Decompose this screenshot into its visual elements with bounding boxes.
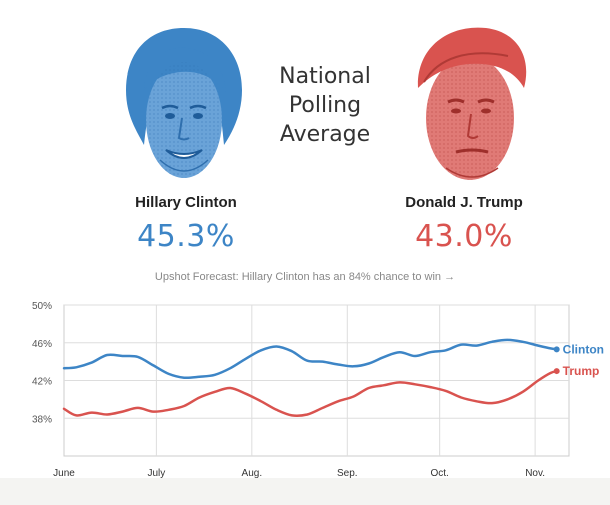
series-label-clinton: Clinton bbox=[563, 342, 604, 356]
title-line: Average bbox=[279, 122, 371, 147]
candidate-name: Donald J. Trump bbox=[405, 194, 523, 211]
x-tick-label: Sep. bbox=[337, 468, 358, 479]
y-tick-label: 42% bbox=[32, 377, 52, 388]
polling-line-chart: 50% 46% 42% 38% June July Aug. Sep. Oct. Nov. Cl… bbox=[32, 301, 604, 479]
x-tick-label: Nov. bbox=[525, 468, 545, 479]
trump-portrait-icon bbox=[417, 27, 527, 180]
x-tick-label: Oct. bbox=[430, 468, 448, 479]
y-tick-label: 46% bbox=[32, 339, 52, 350]
candidate-percent: 45.3% bbox=[137, 219, 235, 254]
candidate-trump: Donald J. Trump 43.0% bbox=[364, 194, 564, 254]
forecast-text[interactable]: Upshot Forecast: Hillary Clinton has an … bbox=[154, 271, 442, 283]
x-tick-label: July bbox=[147, 468, 165, 479]
series-line-clinton bbox=[62, 338, 558, 380]
footer-background bbox=[0, 478, 610, 505]
title-line: Polling bbox=[288, 93, 362, 118]
candidate-name: Hillary Clinton bbox=[135, 194, 237, 211]
series-label-trump: Trump bbox=[563, 364, 600, 378]
forecast-link[interactable]: Upshot Forecast: Hillary Clinton has an … bbox=[0, 271, 610, 283]
candidate-percent: 43.0% bbox=[415, 219, 513, 254]
end-point-clinton bbox=[553, 346, 560, 353]
chart-title: National Polling Average bbox=[262, 62, 388, 149]
x-tick-label: June bbox=[53, 468, 75, 479]
end-point-trump bbox=[553, 368, 560, 375]
title-line: National bbox=[279, 64, 371, 89]
series-line-trump bbox=[62, 369, 558, 418]
clinton-portrait-icon bbox=[126, 28, 242, 178]
y-tick-label: 50% bbox=[32, 301, 52, 312]
y-tick-label: 38% bbox=[32, 414, 52, 425]
candidate-clinton: Hillary Clinton 45.3% bbox=[86, 194, 286, 254]
x-tick-label: Aug. bbox=[242, 468, 263, 479]
arrow-right-icon: → bbox=[444, 271, 456, 283]
